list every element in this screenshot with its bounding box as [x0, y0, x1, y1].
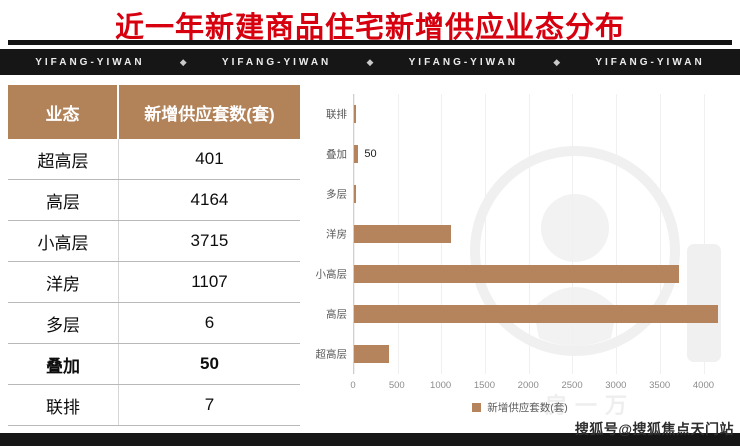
chart-plot: 联排叠加 50 多层洋房小高层高层超高层	[316, 94, 721, 374]
chart-row: 小高层	[316, 254, 721, 294]
brand-text: YIFANG-YIWAN	[408, 56, 518, 68]
x-axis-tick: 0	[350, 380, 356, 391]
table-cell-value: 3715	[190, 231, 229, 250]
category-label: 多层	[326, 188, 347, 201]
x-axis-tick: 2000	[517, 380, 539, 391]
bar	[354, 265, 679, 283]
table-cell-value: 1107	[191, 272, 228, 291]
brand-text: YIFANG-YIWAN	[221, 56, 332, 68]
table-cell-category: 高层	[8, 180, 119, 220]
x-axis-tick: 3000	[605, 380, 627, 391]
grid-line	[659, 94, 661, 374]
table-row: 高层 4164	[8, 180, 300, 221]
table-header-supply: 新增供应套数(套)	[144, 104, 275, 124]
bar-chart: 一房一万 联排 叠加 50 多层 洋房 小高层 高层 超高层 0 500 1000 1500 2000…	[305, 86, 735, 426]
table-cell-value: 401	[195, 149, 224, 168]
diamond-separator-icon: ◆	[553, 56, 561, 67]
table-row: 联排 7	[8, 385, 300, 426]
table-cell-category: 联排	[8, 385, 119, 425]
x-axis-tick: 4000	[692, 380, 715, 391]
table-header-row: 业态 新增供应套数(套)	[8, 85, 300, 139]
brand-text: YIFANG-YIWAN	[595, 56, 705, 68]
bar	[354, 145, 359, 163]
bar	[354, 225, 451, 243]
title-underline	[8, 40, 732, 45]
grid-line	[572, 94, 574, 374]
table-cell-category: 叠加	[8, 344, 119, 384]
bar	[354, 345, 390, 363]
x-axis-tick: 1000	[430, 380, 452, 391]
grid-line	[485, 94, 487, 374]
grid-line	[703, 94, 705, 374]
x-axis-tick: 500	[388, 380, 405, 391]
x-axis-tick: 2500	[561, 380, 583, 391]
brand-banner: YIFANG-YIWAN ◆ YIFANG-YIWAN ◆ YIFANG-YIWAN ◆ Y…	[0, 49, 740, 75]
category-label: 小高层	[315, 268, 348, 281]
grid-line	[616, 94, 618, 374]
footer-bar	[0, 433, 740, 446]
table-cell-value: 6	[204, 313, 215, 332]
legend-label: 新增供应套数(套)	[487, 402, 568, 414]
category-label: 高层	[326, 308, 347, 321]
table-cell-category: 多层	[8, 303, 119, 343]
x-axis-tick: 1500	[473, 380, 495, 391]
table-row: 洋房 1107	[8, 262, 300, 303]
diamond-separator-icon: ◆	[179, 56, 187, 67]
legend-swatch	[472, 403, 482, 412]
chart-legend: 新增供应套数(套)	[305, 400, 735, 415]
table-row: 小高层 3715	[8, 221, 300, 262]
table-header-category: 业态	[8, 85, 119, 139]
table-cell-value: 50	[200, 354, 219, 373]
diamond-separator-icon: ◆	[366, 56, 374, 67]
grid-line	[528, 94, 530, 374]
page-title: 近一年新建商品住宅新增供应业态分布	[114, 12, 625, 44]
stats-table: 业态 新增供应套数(套) 超高层 401 高层 4164 小高层 3715 洋房 1107 多层…	[8, 85, 300, 426]
chart-row: 叠加 50	[326, 134, 721, 174]
table-cell-category: 超高层	[8, 139, 119, 179]
table-cell-value: 4164	[190, 190, 229, 209]
category-label: 超高层	[315, 348, 348, 361]
chart-row: 高层	[326, 294, 721, 334]
x-axis-tick: 3500	[649, 380, 671, 391]
category-label: 洋房	[326, 228, 347, 241]
chart-x-axis: 0 500 1000 1500 2000 2500 3000 3500 4000	[350, 380, 721, 394]
table-cell-value: 7	[204, 395, 215, 414]
bar-data-label: 50	[364, 148, 377, 160]
chart-row: 多层	[326, 174, 721, 214]
bar	[354, 105, 356, 123]
credit-text: 搜狐号@搜狐焦点天门站	[574, 421, 734, 437]
table-row: 叠加 50	[8, 344, 300, 385]
stats-table-body: 超高层 401 高层 4164 小高层 3715 洋房 1107 多层 6 叠加 50 联排 7	[8, 139, 300, 426]
chart-row: 联排	[326, 94, 721, 134]
table-cell-category: 小高层	[8, 221, 119, 261]
category-label: 叠加	[326, 148, 347, 161]
bar	[354, 185, 356, 203]
table-row: 超高层 401	[8, 139, 300, 180]
brand-text: YIFANG-YIWAN	[35, 56, 145, 68]
category-label: 联排	[326, 108, 347, 121]
chart-row: 超高层	[316, 334, 721, 374]
bar	[354, 305, 718, 323]
table-cell-category: 洋房	[8, 262, 119, 302]
table-row: 多层 6	[8, 303, 300, 344]
chart-row: 洋房	[326, 214, 721, 254]
